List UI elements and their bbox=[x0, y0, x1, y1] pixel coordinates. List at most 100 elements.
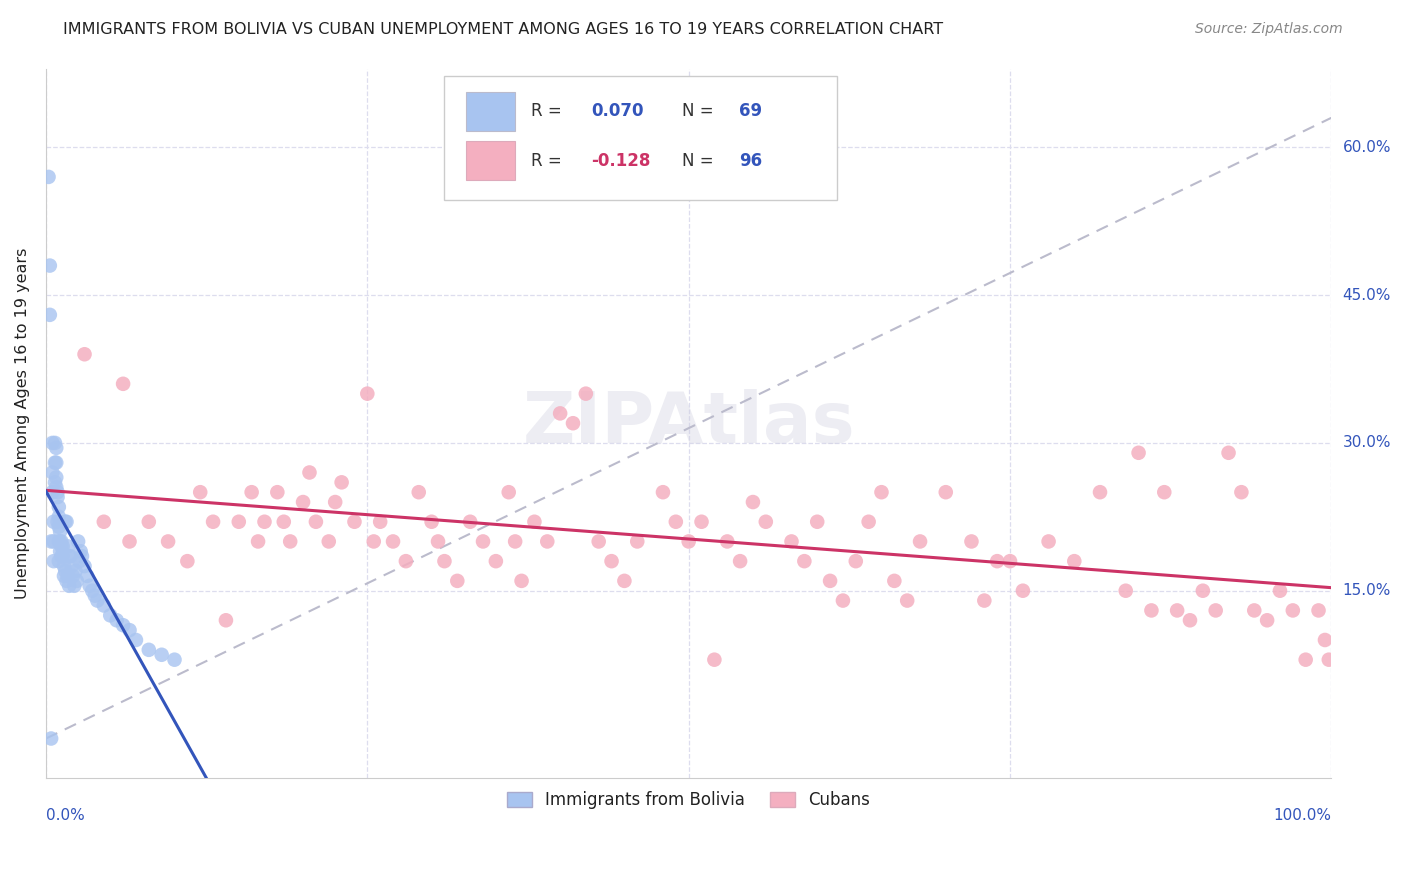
Point bbox=[118, 623, 141, 637]
Point bbox=[41, 436, 63, 450]
Point bbox=[51, 534, 73, 549]
Point bbox=[420, 515, 443, 529]
Point bbox=[806, 515, 828, 529]
Point bbox=[105, 613, 128, 627]
Point bbox=[1063, 554, 1085, 568]
Point bbox=[44, 436, 66, 450]
Point bbox=[1128, 446, 1150, 460]
Point bbox=[163, 653, 186, 667]
Text: 30.0%: 30.0% bbox=[1343, 435, 1391, 450]
Point bbox=[626, 534, 648, 549]
Point bbox=[112, 618, 135, 632]
Point bbox=[39, 731, 62, 746]
Point bbox=[536, 534, 558, 549]
Point bbox=[1192, 583, 1215, 598]
Point bbox=[343, 515, 366, 529]
Point bbox=[858, 515, 880, 529]
Point bbox=[998, 554, 1021, 568]
Point bbox=[66, 574, 89, 588]
Point bbox=[870, 485, 893, 500]
Point bbox=[1140, 603, 1163, 617]
Point bbox=[62, 569, 84, 583]
Point bbox=[472, 534, 495, 549]
Point bbox=[1088, 485, 1111, 500]
Point bbox=[56, 540, 79, 554]
Point bbox=[52, 569, 75, 583]
Point bbox=[1115, 583, 1137, 598]
Point bbox=[83, 589, 105, 603]
Point bbox=[228, 515, 250, 529]
Point bbox=[845, 554, 868, 568]
Point bbox=[1308, 603, 1330, 617]
Point bbox=[52, 540, 75, 554]
Point bbox=[176, 554, 198, 568]
Point bbox=[67, 534, 90, 549]
Point bbox=[188, 485, 211, 500]
Point bbox=[363, 534, 385, 549]
Point bbox=[39, 534, 62, 549]
Point bbox=[38, 308, 60, 322]
Point bbox=[1256, 613, 1278, 627]
Point bbox=[652, 485, 675, 500]
Point bbox=[1218, 446, 1240, 460]
Text: N =: N = bbox=[682, 102, 718, 120]
Point bbox=[755, 515, 778, 529]
Point bbox=[960, 534, 983, 549]
Point bbox=[896, 593, 918, 607]
Point bbox=[1268, 583, 1291, 598]
Point bbox=[202, 515, 225, 529]
Point bbox=[150, 648, 173, 662]
Point bbox=[215, 613, 238, 627]
Point bbox=[48, 519, 70, 533]
Text: 0.070: 0.070 bbox=[591, 102, 644, 120]
Point bbox=[38, 259, 60, 273]
Point bbox=[42, 534, 65, 549]
Point bbox=[703, 653, 725, 667]
Point bbox=[548, 406, 571, 420]
Point bbox=[510, 574, 533, 588]
Text: 0.0%: 0.0% bbox=[46, 808, 84, 823]
Point bbox=[780, 534, 803, 549]
Point bbox=[247, 534, 270, 549]
Point bbox=[1243, 603, 1265, 617]
Point bbox=[52, 549, 75, 564]
Point bbox=[41, 466, 63, 480]
Point bbox=[1205, 603, 1227, 617]
Point bbox=[935, 485, 957, 500]
Point bbox=[690, 515, 713, 529]
Point bbox=[273, 515, 295, 529]
Point bbox=[973, 593, 995, 607]
Point bbox=[832, 593, 855, 607]
Text: 15.0%: 15.0% bbox=[1343, 583, 1391, 599]
Point bbox=[292, 495, 315, 509]
Point bbox=[427, 534, 450, 549]
Point bbox=[53, 515, 76, 529]
Point bbox=[485, 554, 508, 568]
Point bbox=[46, 515, 69, 529]
Point bbox=[818, 574, 841, 588]
Point bbox=[1230, 485, 1253, 500]
Point bbox=[728, 554, 751, 568]
Point bbox=[48, 509, 70, 524]
Point bbox=[330, 475, 353, 490]
Point bbox=[51, 540, 73, 554]
Point bbox=[48, 554, 70, 568]
Point bbox=[1012, 583, 1035, 598]
Point bbox=[118, 534, 141, 549]
FancyBboxPatch shape bbox=[444, 76, 837, 200]
Point bbox=[1313, 632, 1336, 647]
Point bbox=[53, 564, 76, 578]
Point bbox=[49, 524, 72, 539]
Point bbox=[67, 554, 90, 568]
Point bbox=[883, 574, 905, 588]
Point bbox=[1153, 485, 1175, 500]
Point bbox=[41, 485, 63, 500]
Point bbox=[73, 347, 96, 361]
Point bbox=[98, 608, 121, 623]
Point bbox=[45, 441, 67, 455]
Point bbox=[278, 534, 301, 549]
Point bbox=[1166, 603, 1188, 617]
Point bbox=[59, 549, 82, 564]
Text: 69: 69 bbox=[738, 102, 762, 120]
Point bbox=[588, 534, 610, 549]
